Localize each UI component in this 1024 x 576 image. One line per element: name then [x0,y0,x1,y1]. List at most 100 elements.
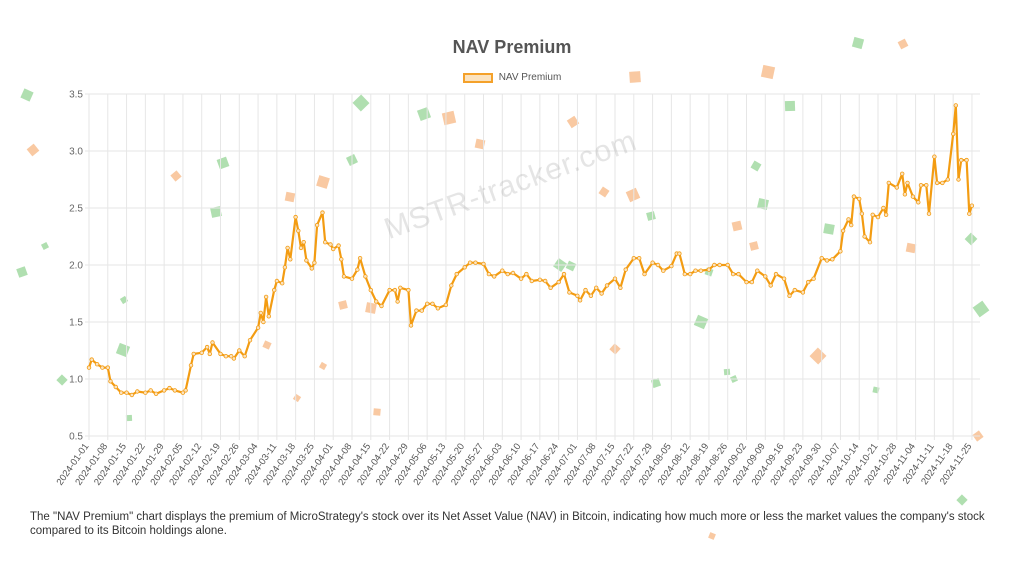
data-point [266,314,271,319]
data-point [188,363,194,368]
data-point [819,256,824,261]
data-point [314,222,320,228]
data-point [881,205,886,211]
data-point [529,278,534,284]
data-point [969,203,975,208]
data-point [363,274,368,279]
data-point [336,243,341,248]
data-point [118,390,124,395]
data-point [204,344,210,350]
data-point [339,257,344,262]
data-point [467,260,473,265]
data-point [862,234,867,239]
data-point [328,242,333,247]
data-point [180,390,186,395]
data-point [255,325,261,330]
data-point [768,283,773,288]
data-point [612,276,618,281]
data-point [755,268,760,273]
data-point [940,180,945,186]
data-point [577,298,583,303]
data-point [108,379,113,384]
data-point [918,182,924,188]
data-point [698,268,704,273]
data-point [800,290,806,295]
data-point [556,279,561,285]
data-point [304,258,309,263]
data-point [505,271,510,277]
data-point [293,214,298,220]
data-point [725,262,730,268]
chart-title: NAV Premium [452,37,572,57]
data-point [113,384,118,390]
data-point [100,365,105,370]
data-point [900,171,905,176]
data-point [902,192,908,197]
data-point [473,260,478,265]
data-point [419,308,424,313]
data-point [870,212,875,217]
data-point [425,301,430,306]
data-point [183,388,188,393]
data-point [669,263,674,269]
data-point [298,245,304,251]
data-point [851,194,857,199]
y-tick-label: 1.5 [69,318,83,329]
data-point [86,365,92,370]
data-point [840,228,846,233]
data-point [543,278,548,284]
data-point [706,267,712,272]
data-point [148,388,153,393]
data-point [905,180,910,186]
data-point [967,211,972,216]
data-point [951,131,956,137]
data-point [894,185,899,190]
data-point [368,287,373,293]
data-point [454,271,459,277]
y-tick-label: 1.0 [69,375,83,386]
y-tick-label: 2.0 [69,261,83,272]
data-point [379,303,384,309]
data-point [642,271,647,277]
y-tick-label: 0.5 [69,432,83,443]
data-point [500,268,505,273]
data-point [430,301,435,306]
data-point [830,257,835,262]
y-tick-label: 3.0 [69,147,83,158]
data-point [510,270,516,276]
data-point [449,283,454,288]
data-point [623,267,628,272]
chart-description: The "NAV Premium" chart displays the pre… [30,511,985,537]
data-point [309,266,314,271]
data-point [261,319,266,325]
data-point [341,274,347,279]
data-point [207,351,212,357]
data-point [94,362,100,367]
data-point [349,276,355,281]
data-point [387,287,392,293]
data-point [231,356,237,361]
data-point [392,287,398,293]
data-point [712,262,717,268]
data-point [312,260,317,265]
legend[interactable]: NAV Premium [0,72,1024,83]
data-point [153,391,159,396]
data-point [218,351,223,357]
data-point [280,281,285,286]
data-point [631,256,636,261]
data-point [934,180,940,186]
data-point [288,257,293,262]
data-point [924,182,929,188]
data-point [926,211,932,216]
data-point [124,390,129,395]
data-point [435,306,441,311]
data-point [395,299,400,304]
data-point [637,256,642,261]
data-point [274,278,280,284]
data-point [959,157,964,163]
data-point [875,214,881,220]
data-point [443,302,449,308]
data-point [143,390,148,395]
data-point [237,348,242,353]
data-point [462,265,467,270]
